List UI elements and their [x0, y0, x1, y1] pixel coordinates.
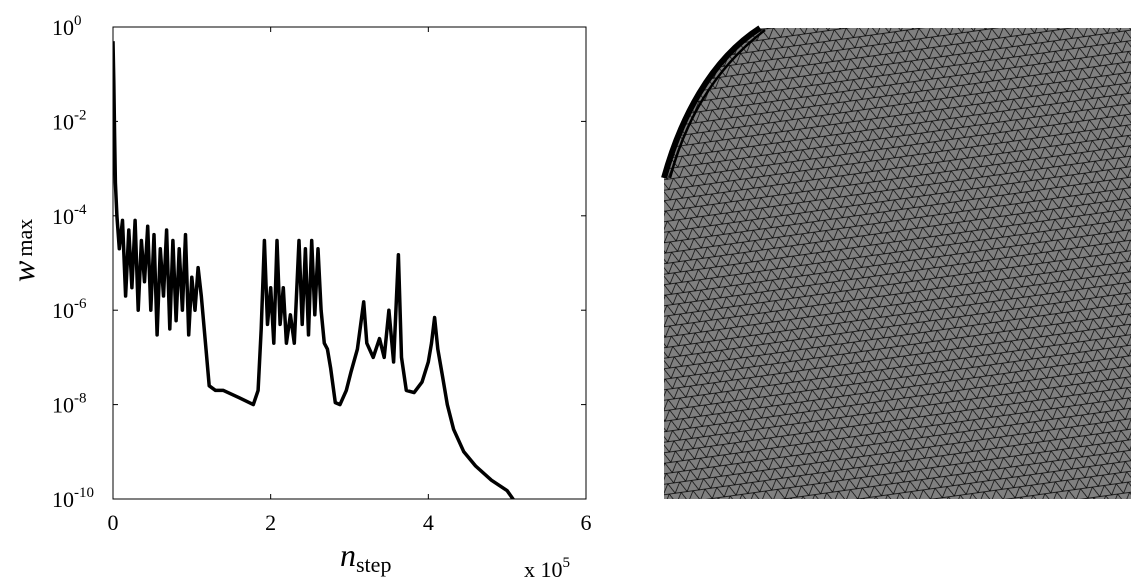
x-axis-label: nstep	[340, 537, 391, 577]
x-tick-label: 0	[108, 510, 119, 535]
y-tick-label: 10-2	[52, 107, 87, 134]
x-tick-label: 4	[423, 510, 434, 535]
x-tick-label: 2	[265, 510, 276, 535]
plot-area-frame	[112, 26, 587, 500]
x-tick-label: 6	[581, 510, 592, 535]
mesh-surface	[664, 28, 1131, 499]
y-axis-label: wmax	[5, 219, 41, 282]
series-line	[113, 41, 516, 499]
y-tick-label: 10-8	[52, 391, 87, 418]
y-tick-label: 10-6	[52, 296, 87, 323]
y-tick-label: 10-10	[52, 485, 94, 512]
y-tick-label: 100	[52, 13, 82, 40]
mesh-boundary-edge	[661, 25, 762, 179]
mesh-boundary-edge-inner	[668, 29, 766, 179]
x-multiplier: x 105	[524, 555, 570, 580]
convergence-plot: 0 2 4 6 100 10-2 10-4 10-6 10-8 10-10 nstep wmax x …	[5, 13, 592, 580]
mesh-panel	[661, 25, 1131, 499]
y-tick-label: 10-4	[52, 202, 87, 229]
